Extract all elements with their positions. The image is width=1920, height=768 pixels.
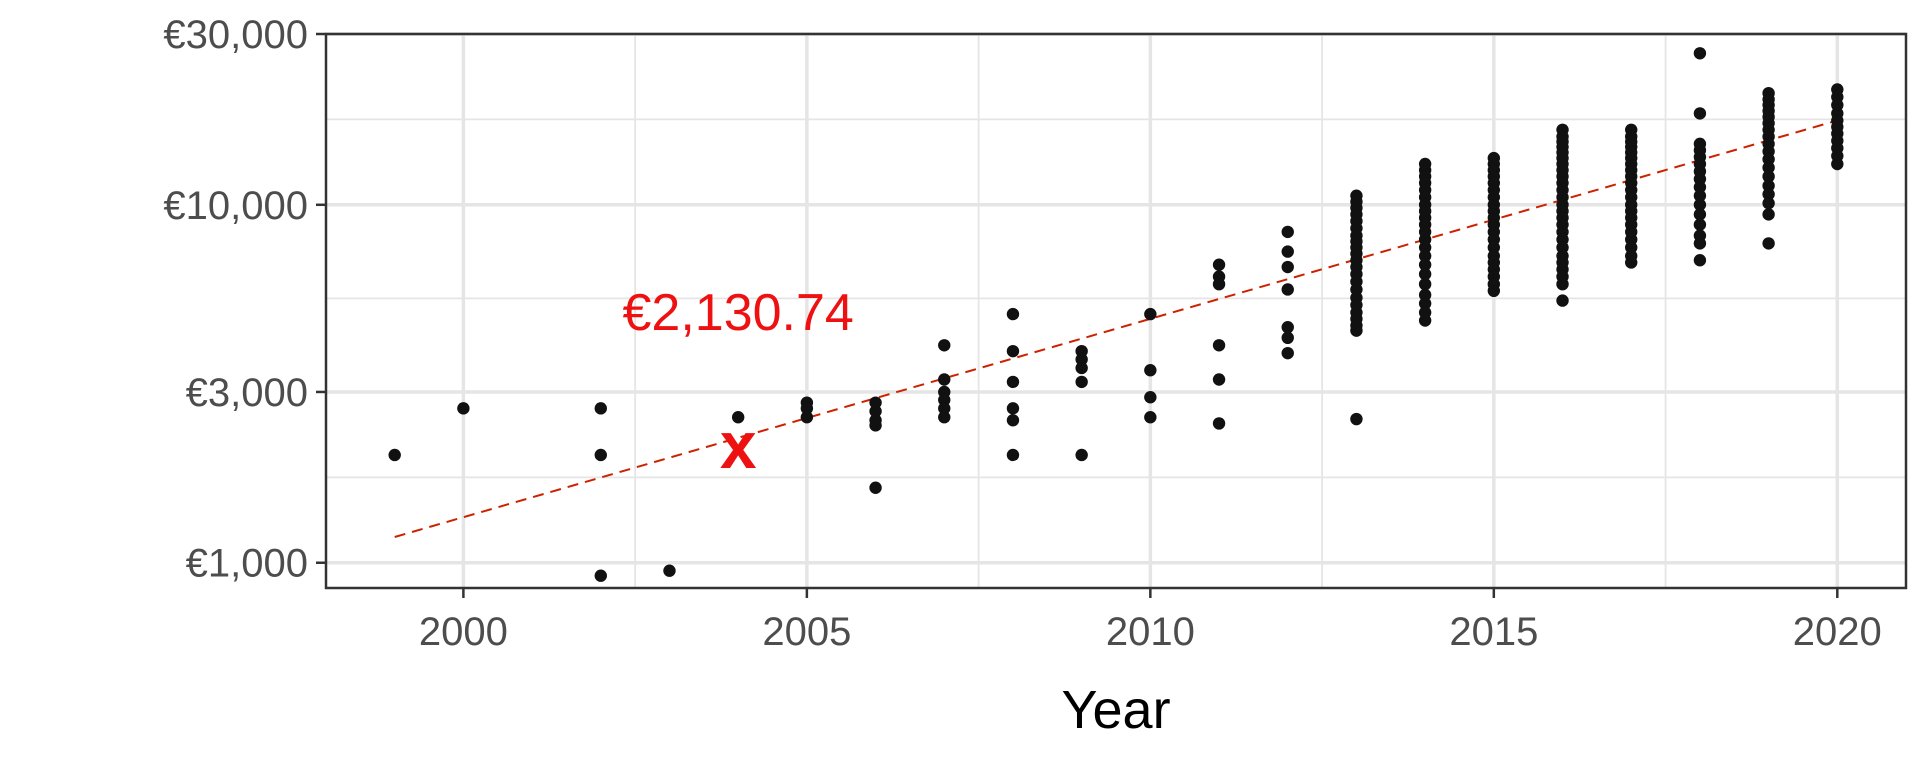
x-tick-label: 2005 xyxy=(762,610,851,654)
data-point xyxy=(388,448,401,462)
data-point xyxy=(869,405,882,418)
data-point xyxy=(1762,237,1775,250)
panel-background xyxy=(326,34,1906,588)
data-point xyxy=(1693,237,1707,250)
data-point xyxy=(938,339,951,352)
data-point xyxy=(1487,284,1501,298)
data-point xyxy=(1212,417,1226,430)
data-point xyxy=(1762,208,1775,221)
data-point xyxy=(1006,402,1020,415)
data-point xyxy=(1831,157,1844,171)
data-point xyxy=(938,373,951,386)
data-point xyxy=(1418,249,1432,263)
data-point xyxy=(1281,245,1294,258)
data-point xyxy=(800,411,814,424)
data-point xyxy=(800,402,814,415)
data-point xyxy=(1281,283,1294,296)
data-point xyxy=(1281,260,1294,274)
panel-border xyxy=(324,32,1908,590)
data-point xyxy=(457,402,470,415)
data-point xyxy=(1212,277,1226,291)
data-point xyxy=(1212,373,1226,386)
y-tick-label: €10,000 xyxy=(163,184,308,228)
annotation-group: x €2,130.74 xyxy=(623,284,854,482)
trend-line-group xyxy=(394,119,1838,538)
data-point xyxy=(1762,161,1775,174)
data-point xyxy=(1212,339,1226,352)
data-point xyxy=(1693,218,1707,231)
trend-line xyxy=(394,119,1838,538)
data-point xyxy=(869,396,882,409)
data-point xyxy=(1144,307,1157,321)
data-point xyxy=(1006,344,1020,358)
data-point xyxy=(1350,412,1363,426)
data-point xyxy=(1418,267,1432,281)
data-point xyxy=(1418,314,1432,327)
data-point xyxy=(1762,179,1775,192)
data-point xyxy=(1075,353,1088,366)
data-point xyxy=(1693,208,1707,221)
data-point xyxy=(1281,346,1294,360)
data-point xyxy=(1144,411,1157,424)
data-point xyxy=(1418,277,1432,291)
data-point xyxy=(1281,225,1294,239)
data-point xyxy=(1075,375,1088,389)
data-point xyxy=(1693,198,1707,211)
data-point xyxy=(1212,258,1226,271)
x-axis-ticks: 2000 2005 2010 2015 2020 xyxy=(419,588,1882,654)
data-point xyxy=(1144,364,1157,377)
data-point xyxy=(938,402,951,415)
data-point xyxy=(1144,391,1157,404)
y-tick-label: €1,000 xyxy=(186,542,308,586)
data-point xyxy=(1693,254,1707,267)
data-point xyxy=(1418,258,1432,271)
data-point xyxy=(1281,331,1294,345)
data-point xyxy=(663,564,676,577)
data-point xyxy=(1075,448,1088,462)
y-axis-ticks: €1,000 €3,000 €10,000 €30,000 xyxy=(163,13,326,586)
data-point xyxy=(869,419,882,432)
data-point xyxy=(594,448,607,462)
data-point xyxy=(1625,256,1638,269)
annotation-label: €2,130.74 xyxy=(623,284,854,342)
x-tick-label: 2000 xyxy=(419,610,508,654)
x-tick-label: 2020 xyxy=(1793,610,1882,654)
scatter-points xyxy=(388,47,1844,582)
data-point xyxy=(1693,47,1707,60)
data-point xyxy=(1418,288,1432,302)
data-point xyxy=(938,411,951,424)
data-point xyxy=(1556,277,1569,291)
x-tick-label: 2010 xyxy=(1106,610,1195,654)
data-point xyxy=(1556,294,1569,307)
x-tick-label: 2015 xyxy=(1449,610,1538,654)
y-tick-label: €3,000 xyxy=(186,371,308,415)
data-point xyxy=(1418,297,1432,310)
data-point xyxy=(1693,107,1707,120)
data-point xyxy=(1693,189,1707,202)
data-point xyxy=(594,569,607,582)
annotation-marker: x xyxy=(720,408,757,482)
x-axis-title: Year xyxy=(1061,680,1170,740)
data-point xyxy=(1350,324,1363,337)
data-point xyxy=(1762,170,1775,183)
data-point xyxy=(1281,321,1294,334)
data-point xyxy=(1006,414,1020,427)
data-point xyxy=(731,411,745,424)
data-point xyxy=(594,402,607,415)
y-tick-label: €30,000 xyxy=(163,13,308,57)
data-point xyxy=(1762,197,1775,210)
data-point xyxy=(1693,180,1707,194)
data-point xyxy=(1006,307,1020,321)
data-point xyxy=(1006,375,1020,389)
data-point xyxy=(1075,361,1088,375)
data-point xyxy=(1762,188,1775,201)
data-point xyxy=(1006,448,1020,462)
data-point xyxy=(869,481,882,494)
